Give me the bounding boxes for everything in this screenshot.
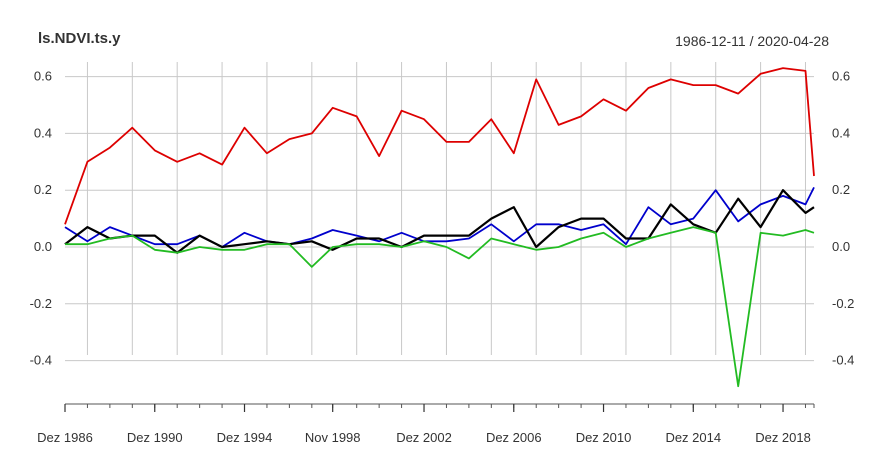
- x-tick-label: Dez 2014: [665, 430, 721, 445]
- x-tick-label: Dez 2006: [486, 430, 542, 445]
- x-tick-label: Dez 1986: [37, 430, 93, 445]
- y-tick-label-left: 0.6: [34, 69, 52, 84]
- x-tick-label: Dez 1990: [127, 430, 183, 445]
- x-tick-label: Dez 2018: [755, 430, 811, 445]
- y-tick-label-left: 0.2: [34, 182, 52, 197]
- y-tick-label-right: -0.4: [832, 353, 854, 368]
- tick-labels: -0.4 -0.4 -0.2 -0.2 0.0 0.0 0.2 0.2 0.4 0.4 0.6 0.6…: [30, 69, 855, 445]
- y-tick-label-right: 0.0: [832, 239, 850, 254]
- y-tick-label-left: -0.4: [30, 353, 52, 368]
- x-tick-label: Dez 2010: [576, 430, 632, 445]
- axes: [64, 403, 815, 412]
- series-line-2: [64, 186, 815, 248]
- y-tick-label-right: -0.2: [832, 296, 854, 311]
- y-tick-label-left: 0.0: [34, 239, 52, 254]
- y-tick-label-right: 0.4: [832, 125, 850, 140]
- series-line-3: [64, 189, 815, 254]
- series-lines: [64, 67, 815, 388]
- x-tick-label: Dez 1994: [217, 430, 273, 445]
- grid-lines: [65, 62, 814, 362]
- y-tick-label-right: 0.2: [832, 182, 850, 197]
- y-tick-label-right: 0.6: [832, 69, 850, 84]
- series-line-1: [64, 67, 815, 225]
- series-line-4: [65, 226, 815, 388]
- x-tick-label: Dez 2002: [396, 430, 452, 445]
- y-tick-label-left: -0.2: [30, 296, 52, 311]
- x-tick-label: Nov 1998: [305, 430, 361, 445]
- chart-title: ls.NDVI.ts.y: [38, 30, 121, 47]
- y-tick-label-left: 0.4: [34, 125, 52, 140]
- date-range-label: 1986-12-11 / 2020-04-28: [675, 33, 829, 49]
